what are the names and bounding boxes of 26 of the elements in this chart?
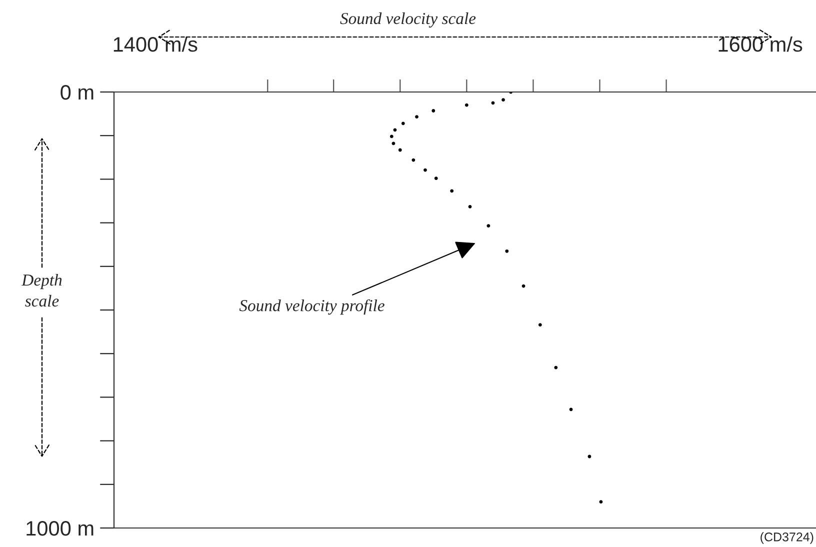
point xyxy=(468,204,472,208)
x-tick-label: 1400 m/s xyxy=(114,36,198,52)
y-axis-title: Depth scale xyxy=(21,274,62,307)
point xyxy=(398,148,402,152)
y-tick-label: 1000 m xyxy=(26,521,94,536)
point xyxy=(569,408,573,412)
point xyxy=(401,122,405,126)
point xyxy=(424,168,427,172)
point xyxy=(491,101,495,105)
y-tick-label: 0 m xyxy=(60,85,94,100)
text: (CD3724) xyxy=(760,532,814,544)
point xyxy=(450,189,454,193)
point xyxy=(502,98,505,102)
point xyxy=(434,176,438,180)
point xyxy=(486,224,490,228)
chart-title: Sound velocity scale xyxy=(340,12,476,28)
point xyxy=(390,134,394,138)
annotation: Sound velocity profile xyxy=(239,299,384,315)
point xyxy=(599,500,603,504)
x-tick-label: 1600 m/s xyxy=(718,36,802,52)
point xyxy=(505,249,509,253)
point xyxy=(538,323,542,327)
point xyxy=(554,366,558,370)
point xyxy=(464,103,468,107)
point xyxy=(415,115,418,119)
point xyxy=(432,109,436,112)
